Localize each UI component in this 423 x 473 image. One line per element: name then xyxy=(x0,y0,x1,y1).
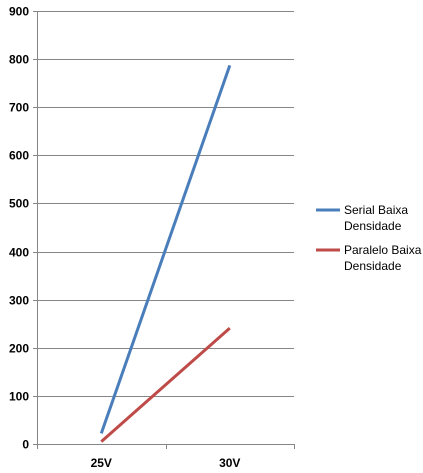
y-tick-label: 100 xyxy=(9,390,29,404)
gridlines xyxy=(37,11,294,397)
y-tick-label: 800 xyxy=(9,53,29,67)
y-tick-label: 500 xyxy=(9,197,29,211)
legend-label: Paralelo Baixa xyxy=(344,243,422,257)
y-tick-label: 700 xyxy=(9,101,29,115)
legend-label: Serial Baixa xyxy=(344,203,408,217)
x-tick-label: 25V xyxy=(91,456,112,470)
series-line-1 xyxy=(100,326,231,443)
y-tick-label: 900 xyxy=(9,5,29,19)
x-tick-labels: 25V 30V xyxy=(91,456,241,470)
series-line-0 xyxy=(99,64,232,434)
series-lines xyxy=(99,64,232,443)
y-tick-label: 0 xyxy=(22,438,29,452)
legend-label: Densidade xyxy=(344,259,402,273)
legend-entry-0: Serial Baixa Densidade xyxy=(316,203,408,233)
y-tick-label: 400 xyxy=(9,246,29,260)
legend: Serial Baixa Densidade Paralelo Baixa Densi… xyxy=(316,203,422,273)
legend-entry-1: Paralelo Baixa Densidade xyxy=(316,243,422,273)
y-tick-label: 200 xyxy=(9,342,29,356)
y-tick-label: 300 xyxy=(9,294,29,308)
axes xyxy=(33,11,295,449)
x-tick-label: 30V xyxy=(219,456,240,470)
y-tick-labels: 0 100 200 300 400 500 600 700 800 900 xyxy=(9,5,29,452)
legend-label: Densidade xyxy=(344,219,402,233)
y-tick-label: 600 xyxy=(9,149,29,163)
